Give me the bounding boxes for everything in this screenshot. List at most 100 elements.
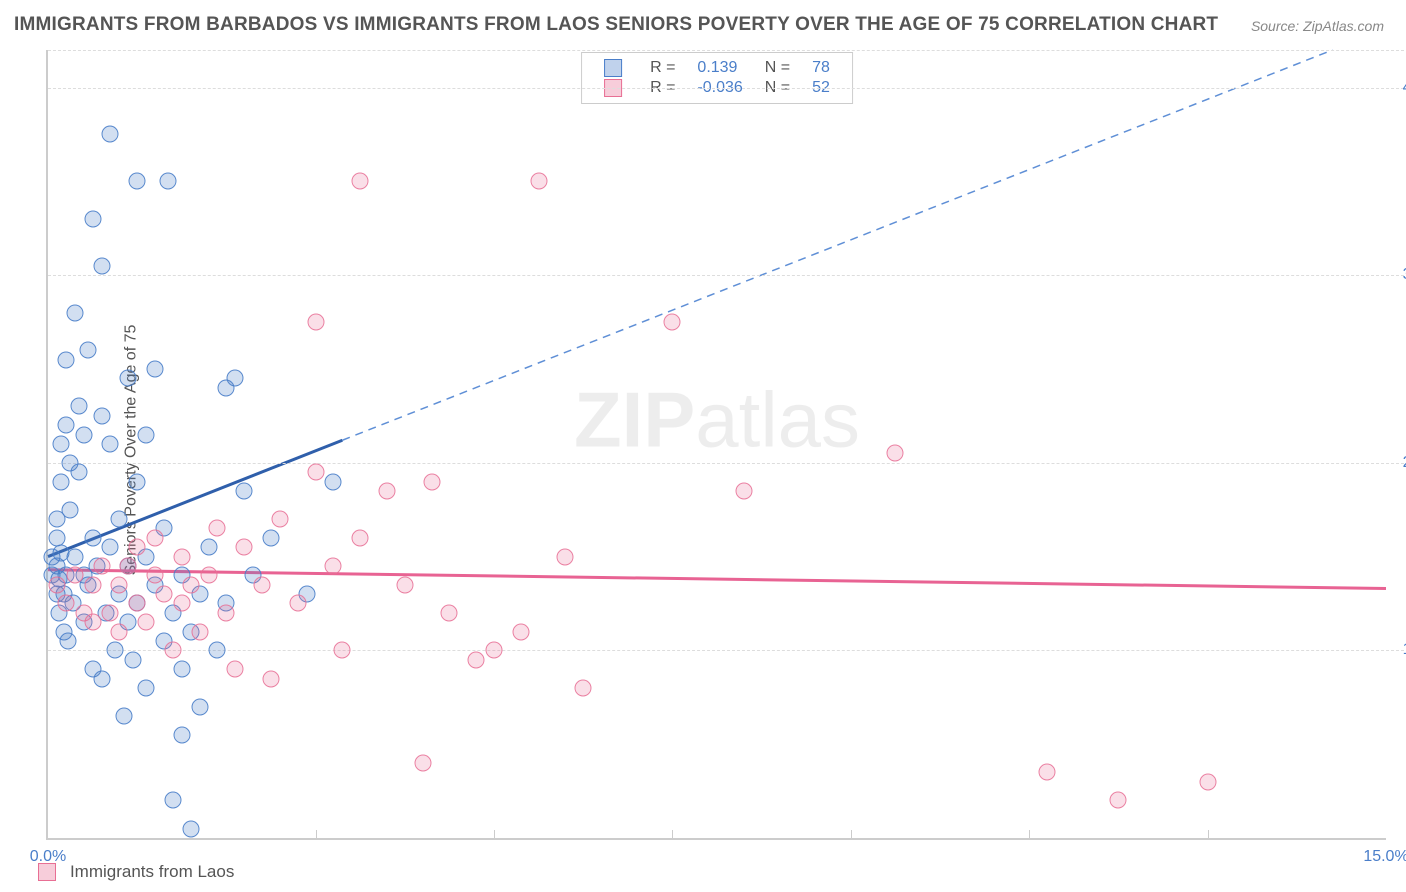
legend-stats: R = 0.139 N = 78 R = -0.036 N = 52 — [581, 52, 853, 104]
scatter-point — [575, 679, 592, 696]
scatter-point — [106, 642, 123, 659]
scatter-point — [75, 426, 92, 443]
scatter-point — [352, 173, 369, 190]
x-tick-mark — [494, 830, 495, 838]
scatter-point — [200, 539, 217, 556]
scatter-point — [147, 567, 164, 584]
scatter-point — [263, 529, 280, 546]
scatter-point — [84, 614, 101, 631]
scatter-point — [664, 314, 681, 331]
scatter-point — [147, 529, 164, 546]
scatter-point — [80, 342, 97, 359]
scatter-point — [1110, 792, 1127, 809]
y-tick-label: 20.0% — [1403, 454, 1406, 472]
scatter-point — [57, 417, 74, 434]
legend-n-label: N = — [755, 59, 800, 77]
scatter-point — [325, 557, 342, 574]
scatter-point — [227, 370, 244, 387]
source-attribution: Source: ZipAtlas.com — [1251, 18, 1384, 34]
scatter-point — [182, 820, 199, 837]
scatter-point — [93, 407, 110, 424]
scatter-point — [57, 595, 74, 612]
scatter-point — [218, 604, 235, 621]
scatter-point — [271, 511, 288, 528]
scatter-point — [325, 473, 342, 490]
scatter-point — [254, 576, 271, 593]
gridline-h — [48, 650, 1404, 651]
scatter-point — [1039, 764, 1056, 781]
scatter-point — [396, 576, 413, 593]
scatter-point — [182, 576, 199, 593]
scatter-point — [441, 604, 458, 621]
scatter-point — [138, 426, 155, 443]
scatter-point — [173, 726, 190, 743]
scatter-point — [307, 464, 324, 481]
chart-area: Seniors Poverty Over the Age of 75 ZIPat… — [0, 50, 1406, 850]
scatter-point — [115, 708, 132, 725]
gridline-h — [48, 463, 1404, 464]
legend-swatch-pink — [38, 863, 56, 881]
x-tick-mark — [672, 830, 673, 838]
scatter-point — [1199, 773, 1216, 790]
scatter-point — [164, 792, 181, 809]
scatter-point — [93, 257, 110, 274]
scatter-point — [414, 754, 431, 771]
watermark-atlas: atlas — [695, 376, 860, 464]
chart-title: IMMIGRANTS FROM BARBADOS VS IMMIGRANTS F… — [14, 14, 1218, 36]
scatter-point — [164, 642, 181, 659]
scatter-point — [530, 173, 547, 190]
x-tick-mark — [1208, 830, 1209, 838]
watermark: ZIPatlas — [574, 375, 860, 466]
scatter-point — [120, 370, 137, 387]
scatter-point — [102, 436, 119, 453]
scatter-point — [102, 126, 119, 143]
scatter-point — [66, 567, 83, 584]
scatter-point — [173, 595, 190, 612]
scatter-point — [352, 529, 369, 546]
scatter-point — [71, 464, 88, 481]
watermark-zip: ZIP — [574, 376, 695, 464]
scatter-point — [512, 623, 529, 640]
scatter-point — [129, 473, 146, 490]
legend-swatch-blue — [604, 59, 622, 77]
scatter-point — [129, 595, 146, 612]
scatter-point — [102, 604, 119, 621]
scatter-point — [93, 670, 110, 687]
scatter-point — [102, 539, 119, 556]
scatter-point — [307, 314, 324, 331]
chart-svg-layer — [48, 50, 1386, 838]
trend-line-barbados-extrapolated — [342, 50, 1332, 440]
scatter-point — [191, 698, 208, 715]
legend-r-value: 0.139 — [687, 59, 752, 77]
scatter-point — [887, 445, 904, 462]
scatter-point — [111, 576, 128, 593]
scatter-point — [138, 614, 155, 631]
scatter-point — [200, 567, 217, 584]
scatter-point — [423, 473, 440, 490]
scatter-point — [334, 642, 351, 659]
scatter-point — [147, 360, 164, 377]
legend-stats-row: R = 0.139 N = 78 — [594, 59, 840, 77]
scatter-point — [66, 548, 83, 565]
scatter-point — [468, 651, 485, 668]
scatter-point — [557, 548, 574, 565]
scatter-point — [53, 473, 70, 490]
scatter-point — [378, 482, 395, 499]
scatter-point — [62, 501, 79, 518]
scatter-point — [48, 576, 65, 593]
scatter-point — [66, 304, 83, 321]
legend-n-value: 78 — [802, 59, 840, 77]
y-tick-label: 30.0% — [1403, 266, 1406, 284]
scatter-point — [227, 661, 244, 678]
scatter-point — [191, 623, 208, 640]
scatter-point — [124, 651, 141, 668]
scatter-point — [111, 623, 128, 640]
scatter-point — [84, 576, 101, 593]
scatter-point — [93, 557, 110, 574]
gridline-h — [48, 275, 1404, 276]
scatter-point — [209, 642, 226, 659]
legend-item-laos: Immigrants from Laos — [38, 862, 234, 882]
x-tick-mark — [1029, 830, 1030, 838]
scatter-point — [138, 679, 155, 696]
x-tick-mark — [316, 830, 317, 838]
